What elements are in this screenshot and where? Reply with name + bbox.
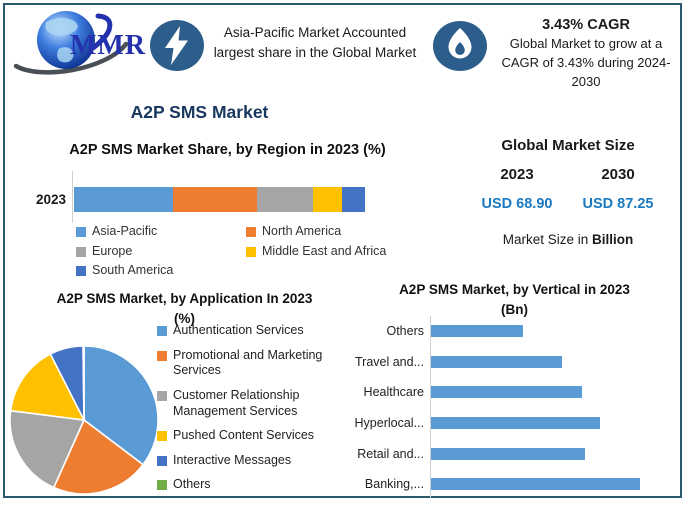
footnote-regular: Market Size in [502, 232, 593, 247]
pie-slice-customer-relationship-management-services [9, 409, 85, 489]
vbar-row-others: Others [340, 316, 675, 347]
vbar-bar-banking [431, 478, 640, 491]
legend-item-europe: Europe [76, 244, 246, 260]
legend-swatch [157, 455, 167, 466]
legend-swatch [157, 350, 167, 361]
legend-label: Customer Relationship Management Service… [173, 387, 300, 418]
legend-label: Authentication Services [173, 323, 304, 337]
vertical-bar-chart: Others Travel and... Healthcare Hyperlocal.… [340, 316, 675, 500]
legend-item-interactive-messages: Interactive Messages [157, 453, 339, 469]
region-chart-category-label: 2023 [35, 192, 66, 207]
vbar-category-label: Others [386, 324, 424, 339]
legend-swatch [76, 227, 86, 237]
legend-swatch [246, 227, 256, 237]
vbar-category-label: Retail and... [357, 446, 424, 461]
vbar-bar-hyperlocal [431, 417, 600, 430]
cagr-block: 3.43% CAGR Global Market to grow at a CA… [490, 17, 682, 92]
legend-swatch [157, 431, 167, 442]
vbar-bar-others [431, 325, 523, 338]
region-legend: Asia-Pacific North America Europe Middle Ea… [76, 224, 410, 279]
bar-segment-north-america [172, 187, 258, 212]
bar-segment-asia-pacific [74, 187, 173, 212]
vbar-row-hyperlocal: Hyperlocal... [340, 408, 675, 439]
vertical-title-line2: (Bn) [501, 301, 528, 317]
vbar-row-retail-and: Retail and... [340, 438, 675, 469]
outer-border-frame [3, 3, 682, 498]
cagr-text: Global Market to grow at a CAGR of 3.43%… [501, 36, 671, 89]
application-pie-chart [9, 345, 159, 495]
region-stacked-bar [74, 187, 365, 212]
vertical-chart-title: A2P SMS Market, by Vertical in 2023 (Bn) [352, 280, 677, 319]
vbar-bar-retail-and [431, 447, 585, 460]
pie-slice-authentication-services [83, 345, 159, 466]
vertical-title-line1: A2P SMS Market, by Vertical in 2023 [399, 282, 630, 297]
legend-swatch [76, 246, 86, 257]
footnote-bold: Billion [592, 232, 634, 247]
bar-segment-south-america [341, 187, 365, 212]
logo-wordmark: MMR [70, 30, 147, 61]
globe-icon [13, 11, 129, 75]
legend-swatch [157, 326, 167, 336]
legend-label: South America [92, 263, 174, 278]
legend-item-others: Others [157, 477, 339, 493]
application-title-line1: A2P SMS Market, by Application In 2023 [56, 291, 313, 306]
cagr-title: 3.43% CAGR [542, 17, 630, 33]
application-chart-title: A2P SMS Market, by Application In 2023 (… [22, 289, 347, 328]
legend-swatch [157, 480, 167, 491]
legend-item-north-america: North America [246, 224, 406, 240]
legend-swatch [157, 390, 167, 401]
vbar-category-label: Banking,... [364, 477, 424, 492]
legend-label: Middle East and Africa [262, 243, 387, 258]
legend-item-south-america: South America [76, 263, 246, 279]
vertical-chart-axis-line [430, 316, 431, 498]
market-size-year-2023: 2023 [500, 166, 534, 183]
vbar-bar-healthcare [431, 386, 582, 399]
legend-label: Pushed Content Services [173, 428, 315, 443]
market-size-value-2023: USD 68.90 [481, 196, 553, 212]
legend-item-authentication-services: Authentication Services [157, 323, 339, 339]
legend-label: Europe [92, 243, 133, 258]
flame-icon [432, 20, 488, 73]
bar-segment-middle-east-and-africa [312, 187, 342, 212]
pie-slice-pushed-content-services [9, 353, 85, 421]
market-size-title: Global Market Size [501, 137, 635, 154]
vbar-row-healthcare: Healthcare [340, 377, 675, 408]
application-legend: Authentication Services Promotional and M… [157, 323, 339, 493]
market-size-footnote: Market Size in Billion [458, 232, 678, 247]
market-size-value-2030: USD 87.25 [582, 196, 654, 212]
market-size-year-2030: 2030 [601, 166, 635, 183]
region-chart-title: A2P SMS Market Share, by Region in 2023 … [69, 142, 386, 158]
legend-label: Promotional and Marketing Services [173, 347, 323, 378]
legend-swatch [76, 266, 86, 277]
pie-slice-others [82, 345, 85, 421]
lightning-icon [149, 19, 205, 72]
mmr-logo: MMR [10, 6, 152, 78]
vbar-row-travel-and: Travel and... [340, 347, 675, 378]
region-chart-axis-line [72, 171, 73, 223]
vbar-category-label: Healthcare [363, 385, 424, 400]
legend-item-asia-pacific: Asia-Pacific [76, 224, 246, 240]
legend-label: North America [262, 224, 342, 238]
vbar-bar-travel-and [431, 355, 562, 368]
legend-item-pushed-content-services: Pushed Content Services [157, 428, 339, 444]
vbar-row-banking: Banking,... [340, 469, 675, 500]
legend-label: Interactive Messages [173, 452, 292, 467]
legend-item-promotional-and-marketing-services: Promotional and Marketing Services [157, 348, 339, 379]
application-title-line2: (%) [174, 310, 195, 326]
legend-label: Asia-Pacific [92, 224, 158, 238]
banner-highlight-text: Asia-Pacific Market Accounted largest sh… [213, 25, 417, 61]
legend-swatch [246, 246, 256, 257]
legend-item-customer-relationship-management-services: Customer Relationship Management Service… [157, 388, 339, 419]
legend-label: Others [173, 477, 211, 492]
page-title: A2P SMS Market [130, 102, 269, 122]
vbar-category-label: Travel and... [354, 354, 424, 369]
legend-item-middle-east-and-africa: Middle East and Africa [246, 244, 406, 260]
bar-segment-europe [257, 187, 313, 212]
vbar-category-label: Hyperlocal... [354, 416, 424, 431]
